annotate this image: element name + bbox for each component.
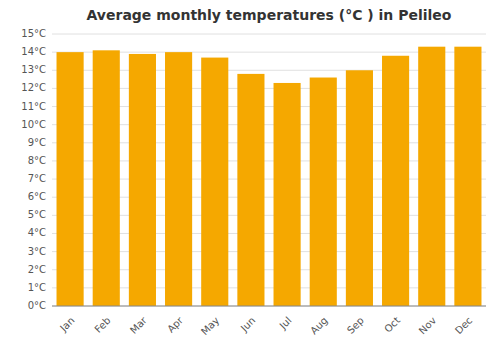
x-axis-line — [52, 306, 486, 307]
x-tick-label: Aug — [308, 315, 330, 337]
y-tick-label: 14°C — [21, 46, 46, 57]
chart: Average monthly temperatures (°C ) in Pe… — [0, 0, 500, 350]
title: Average monthly temperatures (°C ) in Pe… — [87, 7, 452, 23]
y-tick-label: 8°C — [28, 155, 46, 166]
x-tick-label: Dec — [453, 315, 474, 336]
bar — [382, 56, 409, 306]
y-tick-label: 15°C — [21, 28, 46, 39]
x-tick-label: Jan — [57, 315, 76, 334]
bar — [237, 74, 264, 306]
bar — [346, 70, 373, 306]
bar — [165, 52, 192, 306]
x-tick-label: Jul — [277, 315, 294, 332]
y-tick-label: 7°C — [28, 173, 46, 184]
x-tick-label: Jun — [238, 315, 258, 335]
y-tick-label: 9°C — [28, 137, 46, 148]
grid-line — [52, 34, 486, 35]
x-tick-label: Nov — [417, 315, 439, 337]
y-tick-label: 6°C — [28, 191, 46, 202]
bar — [310, 78, 337, 306]
y-tick-label: 1°C — [28, 282, 46, 293]
x-tick-label: Oct — [382, 315, 402, 335]
y-tick-label: 13°C — [21, 64, 46, 75]
x-tick-label: Feb — [92, 315, 112, 335]
grid-line — [52, 306, 486, 307]
x-tick-label: Sep — [345, 315, 366, 336]
y-tick-label: 2°C — [28, 264, 46, 275]
x-tick-label: Mar — [128, 314, 150, 336]
chart-container: Average monthly temperatures (°C ) in Pe… — [0, 0, 500, 350]
y-tick-label: 12°C — [21, 82, 46, 93]
x-tick-label: May — [199, 315, 221, 337]
bar — [93, 50, 120, 306]
bar — [129, 54, 156, 306]
x-axis: Jan Feb Mar Apr May Jun Jul Aug Sep Oct Nov Dec — [52, 306, 486, 337]
y-tick-label: 11°C — [21, 101, 46, 112]
y-tick-label: 0°C — [28, 300, 46, 311]
y-tick-label: 10°C — [21, 119, 46, 130]
y-tick-label: 3°C — [28, 246, 46, 257]
y-axis: 0°C 1°C 2°C 3°C 4°C 5°C 6°C 7°C 8°C 9°C 10°C 11°C 12… — [21, 28, 486, 311]
bar — [57, 52, 84, 306]
y-tick-label: 4°C — [28, 227, 46, 238]
bar — [418, 47, 445, 306]
bar — [201, 58, 228, 306]
bars — [57, 47, 482, 306]
bar — [454, 47, 481, 306]
x-tick-label: Apr — [165, 314, 186, 335]
y-tick-label: 5°C — [28, 209, 46, 220]
bar — [274, 83, 301, 306]
